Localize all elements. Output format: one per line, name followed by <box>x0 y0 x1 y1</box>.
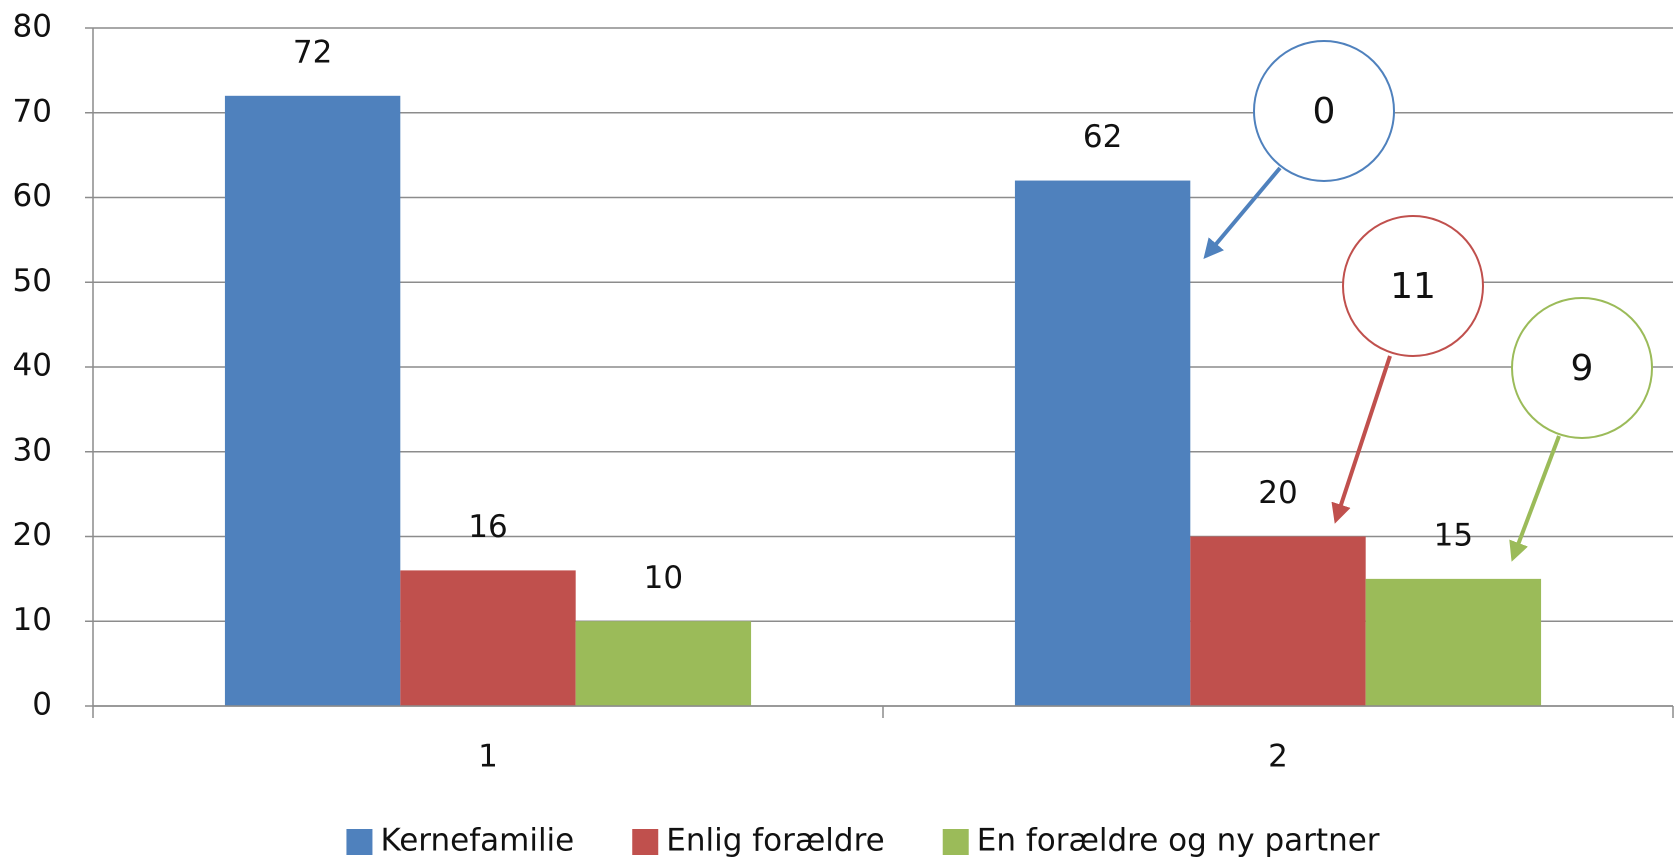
legend-swatch <box>632 829 659 855</box>
y-tick-label: 30 <box>13 432 52 468</box>
y-tick-label: 20 <box>13 517 52 553</box>
value-label: 10 <box>644 560 683 596</box>
bar <box>400 570 576 706</box>
annotation-text: 11 <box>1390 266 1436 307</box>
y-tick-label: 60 <box>13 178 52 214</box>
annotation-circle <box>1253 40 1395 182</box>
y-tick-label: 40 <box>13 348 52 384</box>
value-label: 62 <box>1083 119 1122 155</box>
annotation-arrow <box>1331 355 1392 524</box>
bar <box>575 621 752 706</box>
bar <box>224 95 401 707</box>
annotation-text: 9 <box>1571 348 1594 389</box>
bar <box>1365 578 1542 706</box>
legend-label: En forældre og ny partner <box>977 823 1380 859</box>
legend-swatch <box>346 829 373 855</box>
y-tick-label: 0 <box>32 687 52 723</box>
y-tick-label: 10 <box>13 602 52 638</box>
x-tick-label: 1 <box>478 739 498 775</box>
x-tick-label: 2 <box>1268 739 1288 775</box>
legend-label: Enlig forældre <box>666 823 884 859</box>
y-tick-label: 80 <box>13 9 52 45</box>
value-label: 20 <box>1258 475 1297 511</box>
annotation-text: 0 <box>1313 91 1336 132</box>
legend: Kernefamilie Enlig forældre En forældre og… <box>346 823 1380 859</box>
bar <box>1014 180 1191 707</box>
legend-label: Kernefamilie <box>380 823 574 859</box>
value-label: 16 <box>468 509 507 545</box>
bar <box>1190 536 1366 706</box>
annotation-arrow <box>1509 435 1561 562</box>
y-tick-label: 50 <box>13 263 52 299</box>
value-label: 15 <box>1434 517 1473 553</box>
legend-swatch <box>942 829 969 855</box>
annotation-circle <box>1342 215 1484 357</box>
value-label: 72 <box>293 34 332 70</box>
annotation-circle <box>1511 297 1653 439</box>
y-tick-label: 70 <box>13 93 52 129</box>
annotation-arrow <box>1203 166 1282 260</box>
